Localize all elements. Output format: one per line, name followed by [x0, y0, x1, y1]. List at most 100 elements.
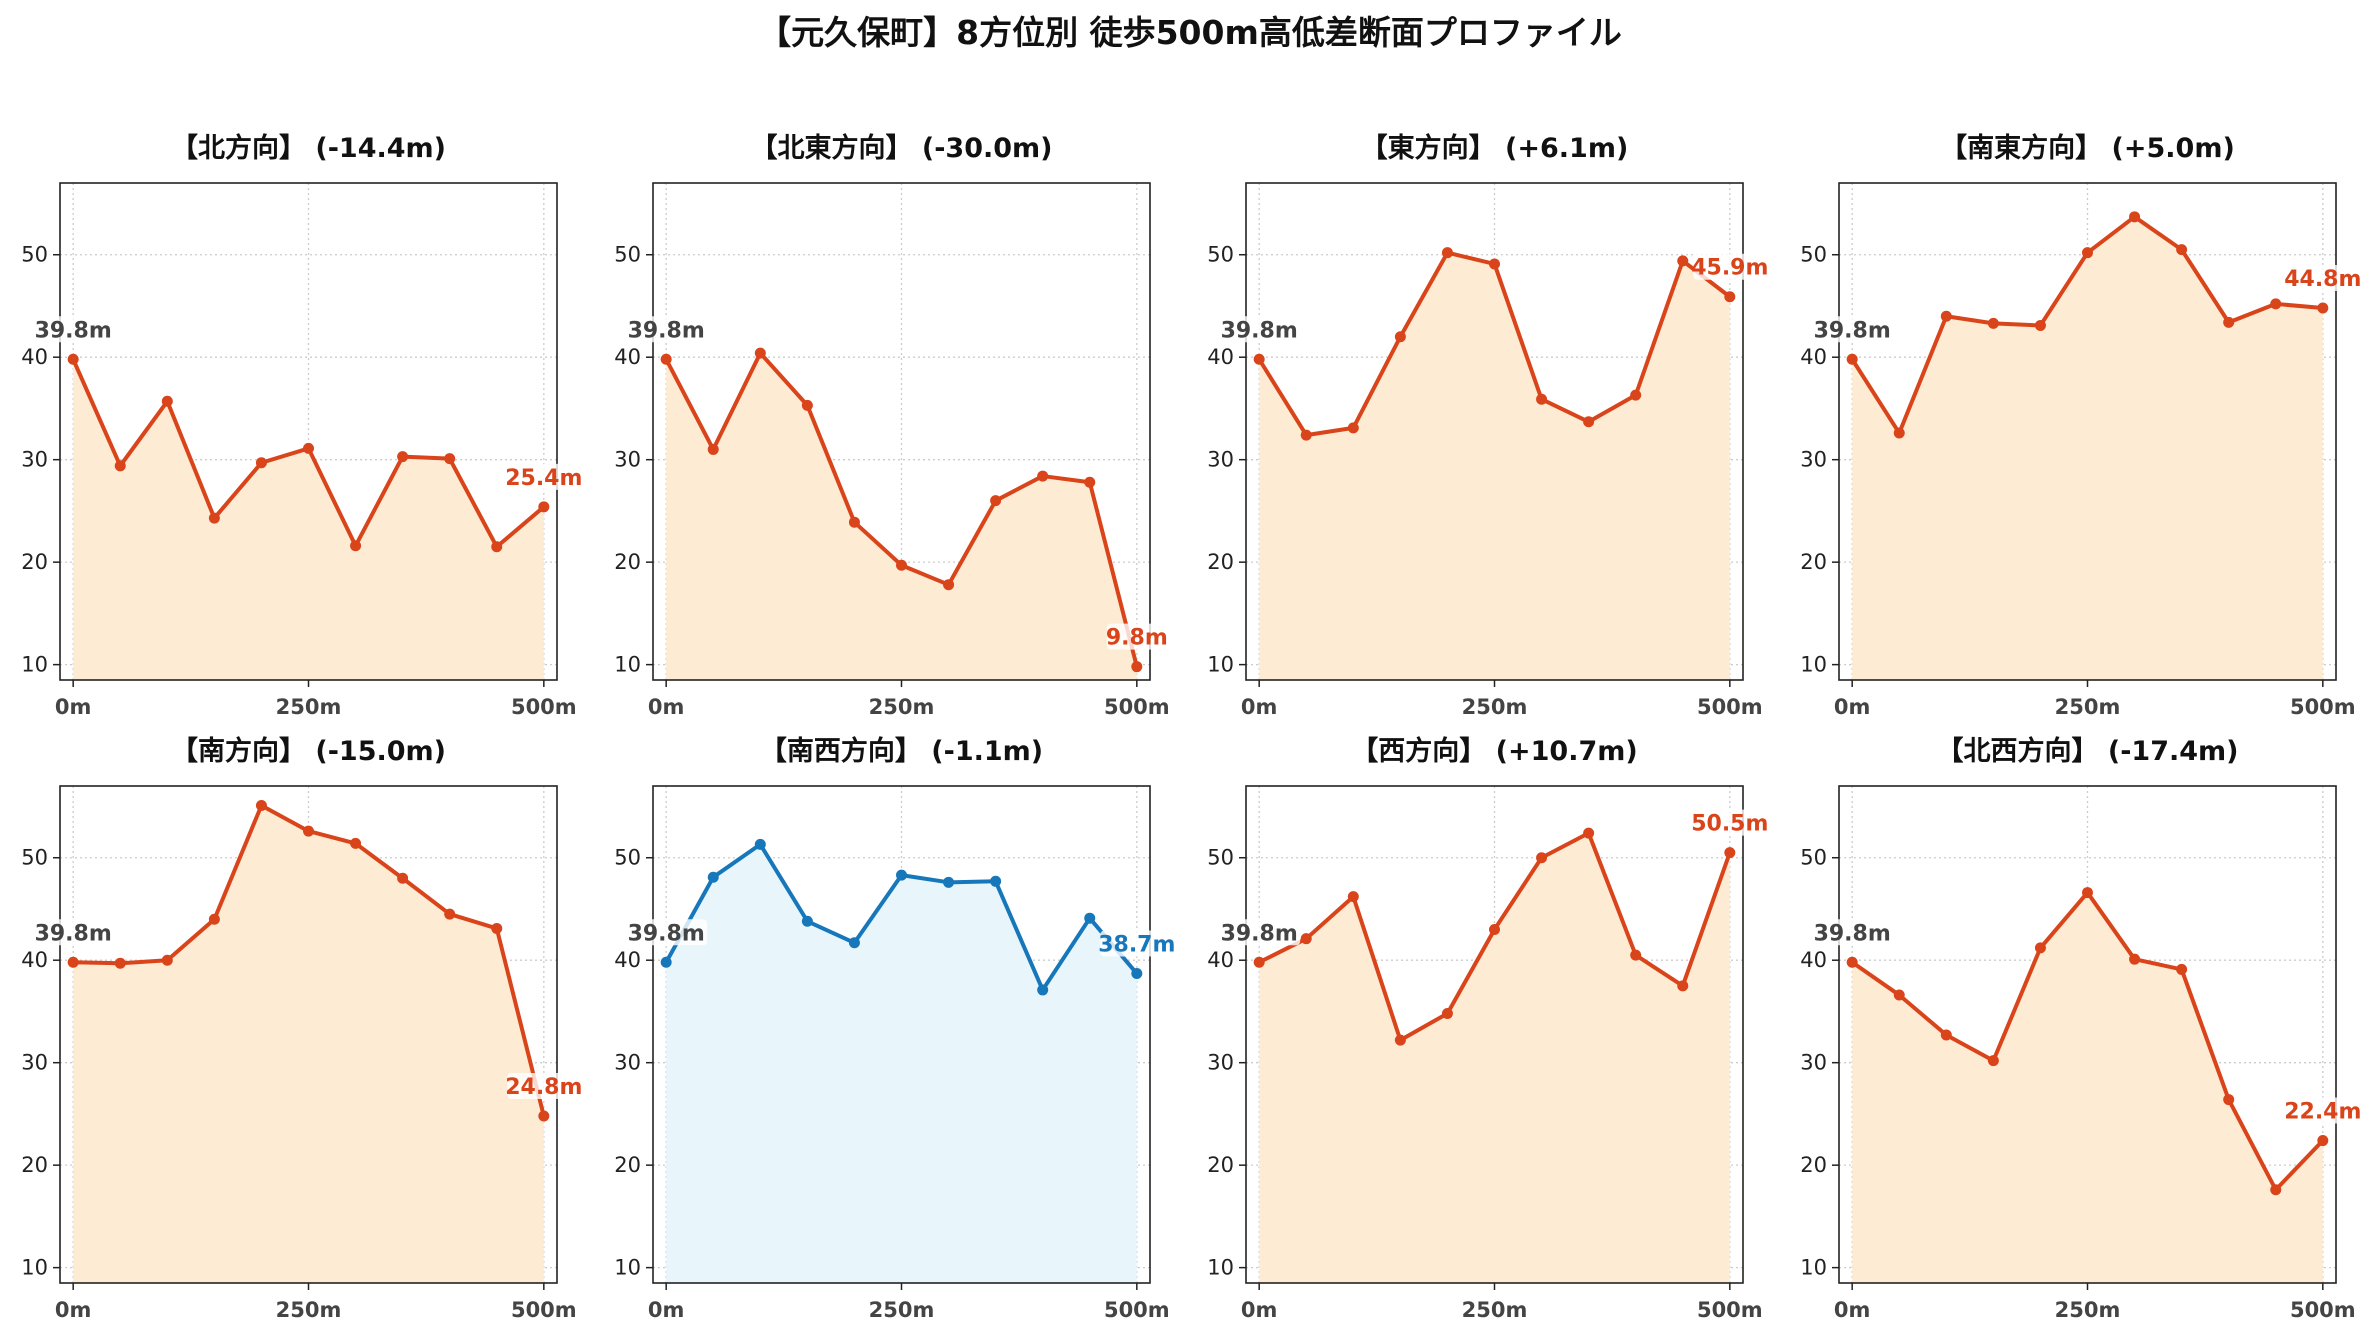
y-tick-label: 10	[1800, 653, 1827, 677]
area-fill	[666, 353, 1137, 680]
start-elevation-label: 39.8m	[1221, 921, 1298, 946]
area-fill	[1852, 216, 2323, 680]
data-point	[2129, 211, 2141, 223]
x-tick-label: 0m	[1241, 695, 1278, 719]
data-point	[303, 442, 314, 454]
data-point	[1583, 416, 1595, 428]
y-tick-label: 40	[1207, 948, 1234, 972]
data-point	[2129, 953, 2141, 965]
start-elevation-label: 39.8m	[1814, 318, 1891, 343]
data-point	[2034, 942, 2046, 954]
data-point	[2176, 244, 2188, 256]
y-tick-label: 50	[1207, 243, 1234, 267]
y-tick-label: 30	[21, 1051, 48, 1075]
panel-title: 【北東方向】 (-30.0m)	[750, 132, 1052, 164]
data-point	[990, 875, 1002, 887]
y-tick-label: 20	[21, 1153, 48, 1177]
y-tick-label: 30	[1800, 1051, 1827, 1075]
data-point	[1084, 912, 1096, 924]
y-tick-label: 10	[21, 1256, 48, 1280]
data-point	[161, 395, 173, 407]
y-tick-label: 10	[614, 1256, 641, 1280]
start-label-background	[1811, 919, 1894, 946]
end-label-background	[1693, 809, 1767, 836]
y-tick-label: 10	[1207, 653, 1234, 677]
y-tick-label: 40	[21, 345, 48, 369]
area-fill	[73, 805, 544, 1283]
x-tick-label: 500m	[1104, 1298, 1170, 1322]
x-tick-label: 250m	[869, 1298, 935, 1322]
x-tick-label: 0m	[648, 695, 685, 719]
data-point	[538, 501, 550, 513]
data-point	[1347, 891, 1359, 903]
y-tick-label: 30	[1800, 448, 1827, 472]
y-tick-label: 20	[614, 1153, 641, 1177]
end-elevation-label: 45.9m	[1691, 256, 1768, 281]
y-tick-label: 50	[1800, 243, 1827, 267]
x-tick-label: 0m	[648, 1298, 685, 1322]
end-elevation-label: 22.4m	[2284, 1100, 2361, 1125]
data-point	[114, 460, 126, 472]
data-point	[2270, 298, 2282, 310]
start-elevation-label: 39.8m	[628, 921, 705, 946]
y-tick-label: 20	[21, 550, 48, 574]
data-point	[397, 451, 409, 463]
x-tick-label: 500m	[1697, 1298, 1763, 1322]
y-tick-label: 40	[1800, 948, 1827, 972]
data-point	[990, 495, 1002, 507]
panel-title: 【東方向】 (+6.1m)	[1361, 132, 1629, 164]
y-tick-label: 50	[1800, 846, 1827, 870]
x-tick-label: 250m	[2055, 695, 2121, 719]
data-point	[660, 353, 672, 365]
end-label-background	[1106, 623, 1167, 650]
data-point	[2223, 1094, 2235, 1106]
data-point	[660, 956, 672, 968]
x-tick-label: 500m	[2290, 1298, 2356, 1322]
data-point	[1394, 331, 1406, 343]
data-point	[1084, 476, 1096, 488]
end-label-background	[2286, 1097, 2360, 1124]
data-point	[255, 799, 267, 811]
area-fill	[1259, 252, 1730, 680]
data-point	[1987, 1055, 1999, 1067]
panel-title: 【南西方向】 (-1.1m)	[760, 735, 1043, 767]
y-tick-label: 30	[614, 448, 641, 472]
x-tick-label: 0m	[55, 695, 92, 719]
panel-title: 【西方向】 (+10.7m)	[1351, 735, 1637, 767]
data-point	[707, 443, 719, 455]
start-label-background	[625, 919, 708, 946]
end-label-background	[1100, 930, 1174, 957]
data-point	[707, 871, 719, 883]
data-point	[2317, 302, 2329, 314]
y-tick-label: 40	[21, 948, 48, 972]
x-tick-label: 250m	[869, 695, 935, 719]
data-point	[491, 541, 503, 553]
y-tick-label: 50	[21, 846, 48, 870]
data-point	[801, 399, 813, 411]
data-point	[754, 347, 766, 359]
start-label-background	[1218, 919, 1301, 946]
data-point	[255, 457, 267, 469]
data-point	[161, 954, 173, 966]
y-tick-label: 10	[21, 653, 48, 677]
start-elevation-label: 39.8m	[35, 318, 112, 343]
start-elevation-label: 39.8m	[1814, 921, 1891, 946]
start-label-background	[1218, 316, 1301, 343]
x-tick-label: 250m	[1462, 695, 1528, 719]
end-elevation-label: 9.8m	[1106, 626, 1168, 651]
y-tick-label: 30	[21, 448, 48, 472]
y-tick-label: 30	[614, 1051, 641, 1075]
data-point	[1131, 661, 1143, 673]
y-tick-label: 50	[614, 243, 641, 267]
end-label-background	[507, 463, 581, 490]
start-elevation-label: 39.8m	[1221, 318, 1298, 343]
data-point	[1536, 852, 1548, 864]
y-tick-label: 50	[614, 846, 641, 870]
